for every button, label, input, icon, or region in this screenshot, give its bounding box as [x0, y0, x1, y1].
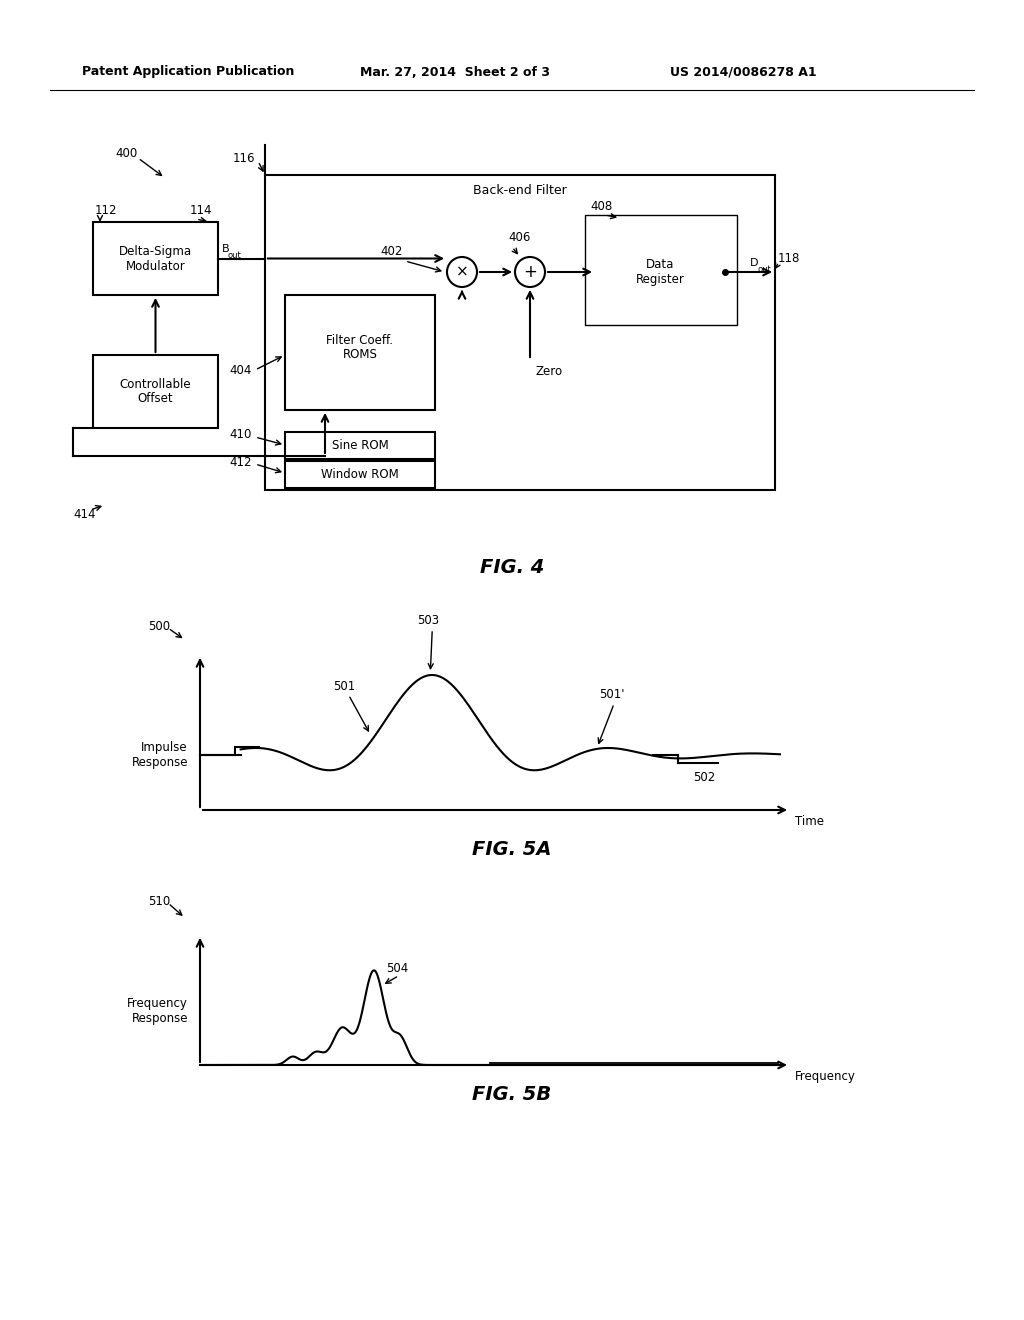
Text: out: out — [228, 252, 242, 260]
Text: 410: 410 — [229, 429, 252, 441]
Text: 414: 414 — [73, 508, 95, 521]
Text: 118: 118 — [778, 252, 801, 264]
Text: out: out — [757, 265, 771, 275]
Text: Time: Time — [795, 814, 824, 828]
Text: Data
Register: Data Register — [636, 257, 684, 286]
Bar — [93, 355, 218, 428]
Text: Patent Application Publication: Patent Application Publication — [82, 66, 294, 78]
Text: 510: 510 — [148, 895, 170, 908]
Text: US 2014/0086278 A1: US 2014/0086278 A1 — [670, 66, 816, 78]
Text: 503: 503 — [418, 614, 439, 627]
Circle shape — [515, 257, 545, 286]
Text: D: D — [750, 257, 759, 268]
Bar — [285, 461, 435, 488]
Text: 400: 400 — [115, 147, 137, 160]
Text: 406: 406 — [508, 231, 530, 244]
Bar — [93, 222, 218, 294]
Bar — [585, 215, 737, 325]
Text: FIG. 5B: FIG. 5B — [472, 1085, 552, 1104]
Text: Back-end Filter: Back-end Filter — [473, 185, 567, 198]
Text: 412: 412 — [229, 455, 252, 469]
Bar — [285, 432, 435, 459]
Text: +: + — [523, 263, 537, 281]
Text: 501': 501' — [599, 689, 625, 701]
Text: 116: 116 — [232, 152, 255, 165]
Text: Filter Coeff.
ROMS: Filter Coeff. ROMS — [327, 334, 393, 362]
Text: Window ROM: Window ROM — [322, 469, 399, 480]
Text: 402: 402 — [380, 246, 402, 257]
Bar — [285, 294, 435, 411]
Text: FIG. 4: FIG. 4 — [480, 558, 544, 577]
Text: 502: 502 — [693, 771, 715, 784]
Text: Mar. 27, 2014  Sheet 2 of 3: Mar. 27, 2014 Sheet 2 of 3 — [360, 66, 550, 78]
Text: Sine ROM: Sine ROM — [332, 440, 388, 451]
Text: B: B — [222, 244, 229, 255]
Text: 114: 114 — [190, 205, 213, 216]
Text: FIG. 5A: FIG. 5A — [472, 840, 552, 859]
Text: ×: × — [456, 264, 468, 280]
Circle shape — [447, 257, 477, 286]
Text: 408: 408 — [590, 201, 612, 213]
Bar — [265, 176, 775, 490]
Text: 504: 504 — [386, 962, 409, 975]
Bar — [595, 228, 725, 315]
Text: 500: 500 — [148, 620, 170, 634]
Text: Impulse
Response: Impulse Response — [131, 741, 188, 770]
Text: Controllable
Offset: Controllable Offset — [120, 378, 191, 405]
Text: 501: 501 — [334, 680, 355, 693]
Text: 404: 404 — [229, 363, 252, 376]
Text: Frequency: Frequency — [795, 1071, 856, 1082]
Text: Zero: Zero — [535, 366, 562, 378]
Text: 112: 112 — [95, 205, 118, 216]
Text: Delta-Sigma
Modulator: Delta-Sigma Modulator — [119, 244, 193, 272]
Text: Frequency
Response: Frequency Response — [127, 997, 188, 1026]
